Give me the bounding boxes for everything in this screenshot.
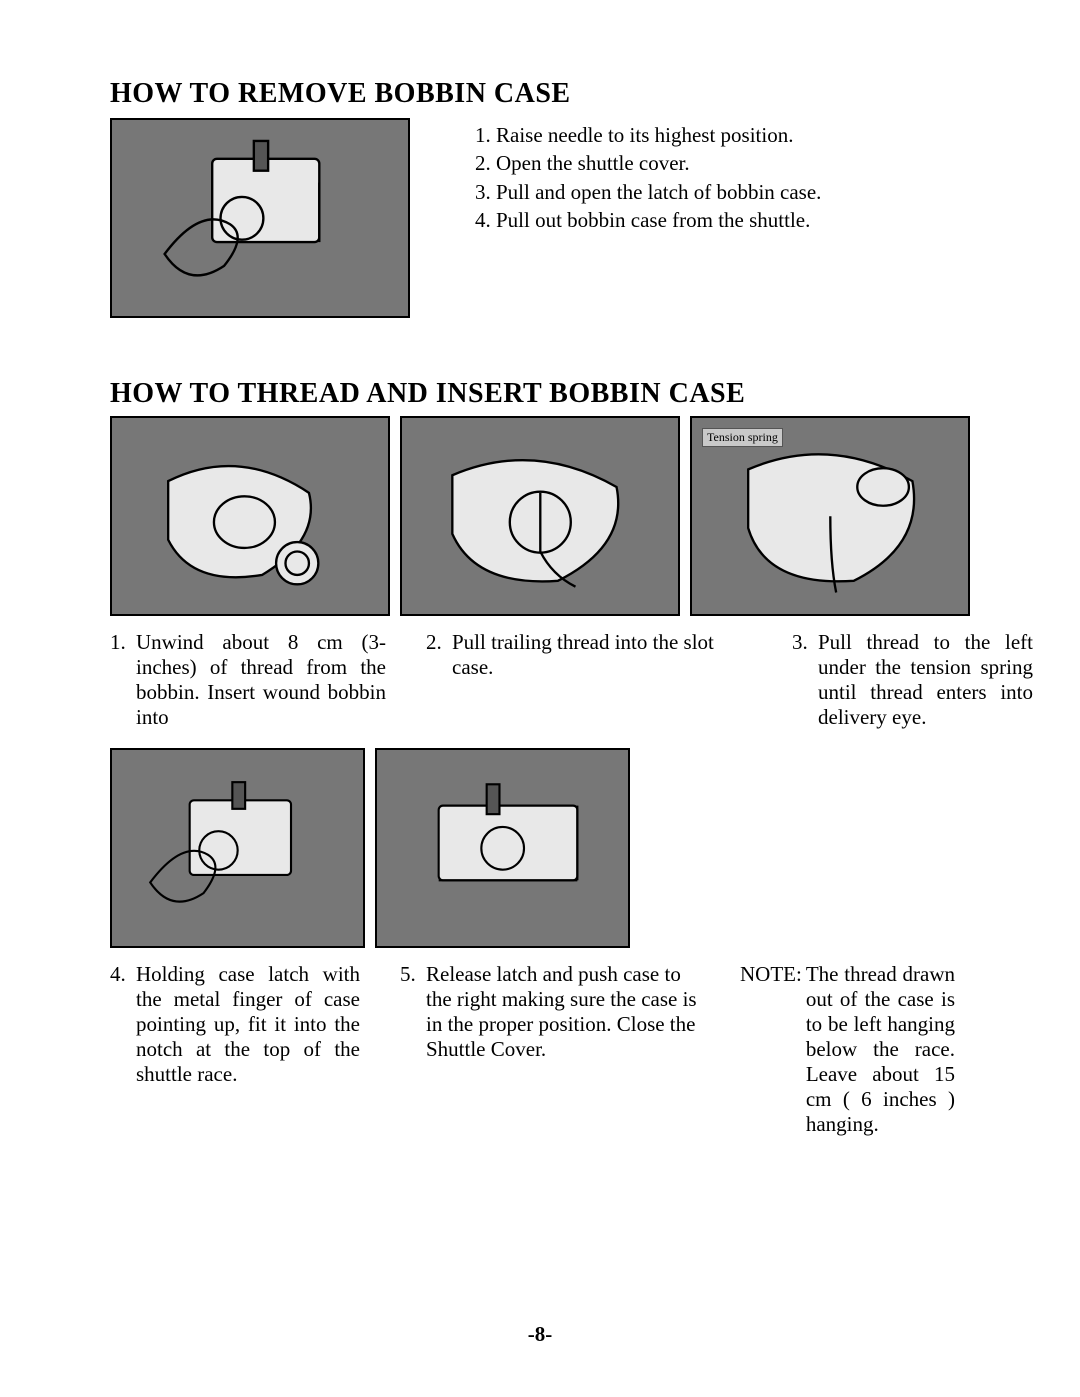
note-label: NOTE: xyxy=(740,962,802,1137)
figure-insert-5 xyxy=(375,748,630,948)
figure-remove-bobbin xyxy=(110,118,410,318)
section-remove-bobbin: HOW TO REMOVE BOBBIN CASE Raise needle t… xyxy=(110,78,970,318)
machine-illustration-icon xyxy=(134,135,386,302)
figure-insert-3: Tension spring xyxy=(690,416,970,616)
step-text-2: Pull trailing thread into the slot case. xyxy=(452,630,752,730)
step-text-1: Unwind about 8 cm (3- inches) of thread … xyxy=(136,630,386,730)
figure-insert-2 xyxy=(400,416,680,616)
machine-close-icon xyxy=(396,765,609,932)
hand-tension-icon xyxy=(713,433,948,600)
step-text-5: Release latch and push case to the right… xyxy=(426,962,700,1137)
tension-spring-label: Tension spring xyxy=(702,428,783,447)
step-text-4: Holding case latch with the metal finger… xyxy=(136,962,360,1137)
remove-steps-list: Raise needle to its highest position. Op… xyxy=(470,118,821,318)
figure-insert-4 xyxy=(110,748,365,948)
caption-row-bottom: 4. Holding case latch with the metal fin… xyxy=(110,962,970,1137)
page-number: -8- xyxy=(0,1322,1080,1347)
remove-step-4: Pull out bobbin case from the shuttle. xyxy=(496,207,821,233)
heading-thread: HOW TO THREAD AND INSERT BOBBIN CASE xyxy=(110,378,970,410)
heading-remove: HOW TO REMOVE BOBBIN CASE xyxy=(110,78,970,110)
figure-row-top: Tension spring xyxy=(110,416,970,616)
note-text: The thread drawn out of the case is to b… xyxy=(806,962,955,1137)
step-num-4: 4. xyxy=(110,962,136,1137)
hand-slot-icon xyxy=(423,433,658,600)
remove-step-2: Open the shuttle cover. xyxy=(496,150,821,176)
remove-step-3: Pull and open the latch of bobbin case. xyxy=(496,179,821,205)
caption-row-top: 1. Unwind about 8 cm (3- inches) of thre… xyxy=(110,630,970,730)
manual-page: HOW TO REMOVE BOBBIN CASE Raise needle t… xyxy=(0,0,1080,1397)
remove-step-1: Raise needle to its highest position. xyxy=(496,122,821,148)
section-thread-insert: HOW TO THREAD AND INSERT BOBBIN CASE xyxy=(110,378,970,1137)
figure-row-bottom xyxy=(110,748,970,948)
step-num-3: 3. xyxy=(792,630,818,730)
step-text-3: Pull thread to the left under the tensio… xyxy=(818,630,1033,730)
step-num-5: 5. xyxy=(400,962,426,1137)
figure-insert-1 xyxy=(110,416,390,616)
hand-bobbin-icon xyxy=(133,433,368,600)
step-num-1: 1. xyxy=(110,630,136,730)
machine-fit-icon xyxy=(131,765,344,932)
step-num-2: 2. xyxy=(426,630,452,730)
